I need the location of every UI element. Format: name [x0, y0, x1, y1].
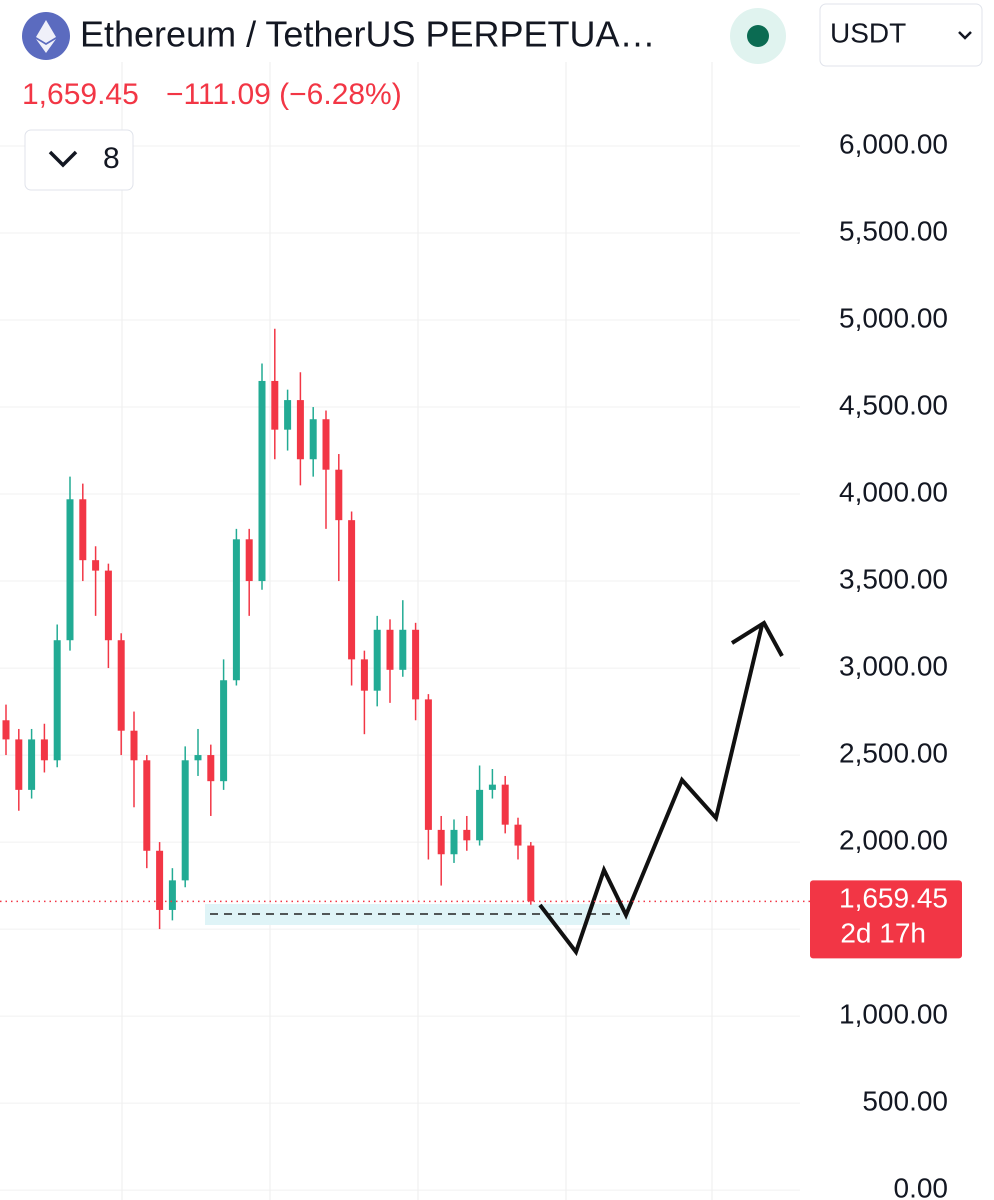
y-tick-label: 5,500.00	[839, 215, 948, 246]
candle-body	[2, 720, 10, 740]
arrow-head	[730, 620, 784, 657]
candle-body	[271, 380, 279, 430]
y-tick-label: 4,500.00	[839, 389, 948, 420]
candle-body	[66, 499, 74, 641]
price-change: −111.09 (−6.28%)	[166, 78, 402, 111]
candle-body	[207, 755, 215, 782]
price-tag-countdown: 2d 17h	[840, 918, 926, 949]
candle-body	[488, 784, 496, 790]
price-tag	[810, 880, 962, 959]
y-tick-label: 3,500.00	[839, 563, 948, 594]
candle-body	[117, 640, 125, 731]
candle-body	[194, 755, 202, 761]
candle-body	[168, 880, 176, 910]
candle-body	[258, 380, 266, 582]
candle-body	[40, 739, 48, 761]
candle-body	[309, 419, 317, 460]
last-price: 1,659.45	[22, 78, 139, 111]
y-tick-label: 4,000.00	[839, 476, 948, 507]
currency: USDT	[830, 17, 906, 48]
candle-body	[386, 629, 394, 670]
indicator-toggle[interactable]	[24, 129, 134, 191]
candle-body	[463, 829, 471, 841]
candle-body	[335, 469, 343, 521]
candle-body	[399, 629, 407, 670]
candle-body	[424, 699, 432, 830]
candle-body	[450, 829, 458, 855]
y-tick-label: 1,000.00	[839, 998, 948, 1029]
candle-body	[130, 730, 138, 761]
candle-body	[373, 629, 381, 691]
candle-body	[53, 640, 61, 761]
candle-body	[296, 400, 304, 460]
candle-body	[501, 784, 509, 825]
candle-body	[220, 680, 228, 782]
price-tag-value: 1,659.45	[839, 883, 948, 914]
indicator-chevron	[48, 150, 78, 168]
candle-body	[79, 499, 87, 561]
status-dot	[747, 25, 769, 47]
currency-select[interactable]	[819, 3, 983, 67]
candle-body	[527, 845, 535, 902]
coin-glyph	[36, 20, 56, 53]
candle-body	[348, 520, 356, 660]
y-tick-label: 500.00	[862, 1085, 948, 1116]
symbol-title[interactable]: Ethereum / TetherUS PERPETUA…	[80, 14, 656, 55]
candle-body	[284, 400, 292, 430]
candle-body	[92, 560, 100, 571]
support-zone	[205, 904, 630, 925]
candle-body	[232, 539, 240, 681]
currency-chevron	[958, 31, 972, 40]
candle-body	[476, 789, 484, 841]
candle-body	[245, 539, 253, 582]
candle-body	[437, 829, 445, 855]
candle-body	[28, 739, 36, 790]
y-tick-label: 5,000.00	[839, 302, 948, 333]
indicator-count: 8	[103, 142, 120, 175]
projection-arrow	[538, 624, 764, 957]
y-tick-label: 2,000.00	[839, 824, 948, 855]
y-tick-label: 0.00	[894, 1172, 949, 1200]
candle-body	[15, 739, 23, 790]
candle-body	[412, 629, 420, 700]
candle-body	[181, 760, 189, 881]
y-tick-label: 2,500.00	[839, 737, 948, 768]
candle-body	[322, 419, 330, 470]
candle-body	[360, 659, 368, 691]
candle-body	[104, 570, 112, 641]
y-tick-label: 3,000.00	[839, 650, 948, 681]
candle-body	[143, 760, 151, 851]
candle-body	[514, 824, 522, 846]
y-tick-label: 6,000.00	[839, 128, 948, 159]
candle-body	[156, 850, 164, 910]
